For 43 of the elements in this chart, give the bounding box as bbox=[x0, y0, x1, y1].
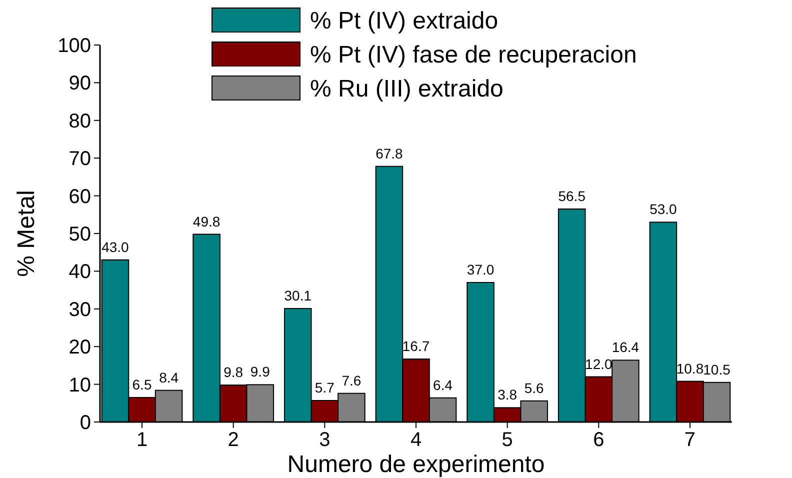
y-tick-label: 30 bbox=[68, 298, 91, 321]
y-axis-title: % Metal bbox=[13, 190, 40, 277]
x-tick-label: 6 bbox=[593, 429, 604, 451]
data-label: 30.1 bbox=[284, 288, 312, 304]
data-label: 67.8 bbox=[376, 145, 404, 162]
data-label: 6.4 bbox=[433, 376, 453, 393]
data-label: 5.7 bbox=[314, 380, 335, 396]
legend-label: % Pt (IV) fase de recuperacion bbox=[310, 41, 637, 68]
y-tick-label: 50 bbox=[68, 224, 91, 246]
data-label: 10.8 bbox=[676, 360, 704, 376]
y-tick-label: 80 bbox=[68, 110, 91, 132]
x-tick-label: 3 bbox=[319, 429, 330, 451]
data-label: 3.8 bbox=[498, 386, 518, 403]
y-tick-label: 0 bbox=[80, 412, 91, 434]
data-label: 5.6 bbox=[524, 380, 544, 396]
data-label: 53.0 bbox=[650, 201, 678, 218]
data-label: 8.4 bbox=[159, 369, 179, 386]
x-tick-label: 2 bbox=[228, 429, 239, 451]
data-label: 37.0 bbox=[466, 262, 494, 278]
data-label: 56.5 bbox=[558, 188, 586, 204]
y-tick-label: 40 bbox=[68, 261, 91, 284]
data-label: 10.5 bbox=[703, 361, 731, 378]
data-label: 16.7 bbox=[402, 338, 430, 354]
y-tick-label: 90 bbox=[68, 72, 91, 95]
x-tick-label: 5 bbox=[502, 429, 513, 451]
data-label: 43.0 bbox=[102, 238, 130, 255]
x-tick-label: 4 bbox=[410, 429, 422, 451]
y-tick-label: 100 bbox=[58, 35, 91, 57]
data-label: 9.8 bbox=[224, 364, 244, 380]
y-tick-label: 10 bbox=[68, 374, 91, 396]
data-label: 16.4 bbox=[612, 339, 640, 356]
x-tick-label: 7 bbox=[684, 429, 696, 451]
y-tick-label: 60 bbox=[68, 186, 91, 208]
x-axis-title: Numero de experimento bbox=[287, 451, 545, 478]
data-label: 49.8 bbox=[192, 213, 220, 230]
y-tick-label: 70 bbox=[68, 148, 91, 170]
data-label: 6.5 bbox=[132, 376, 152, 392]
legend-label: % Ru (III) extraido bbox=[310, 75, 504, 102]
y-tick-label: 20 bbox=[68, 336, 91, 359]
legend-label: % Pt (IV) extraido bbox=[310, 7, 498, 34]
data-label: 7.6 bbox=[342, 372, 362, 388]
data-label: 9.9 bbox=[250, 364, 270, 380]
x-tick-label: 1 bbox=[136, 429, 148, 451]
